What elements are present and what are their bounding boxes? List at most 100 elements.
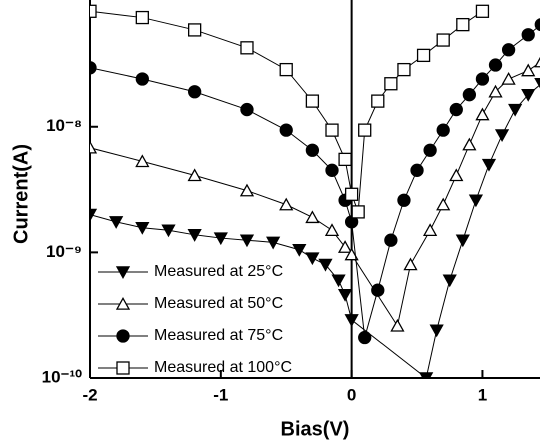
- marker: [188, 23, 202, 37]
- marker: [371, 94, 385, 108]
- series-line: [90, 25, 540, 338]
- marker: [534, 18, 540, 32]
- marker: [239, 183, 255, 197]
- marker: [449, 168, 464, 182]
- marker: [109, 216, 124, 229]
- marker: [455, 234, 470, 248]
- marker: [429, 324, 444, 338]
- series-line: [90, 10, 483, 213]
- marker: [358, 330, 372, 345]
- marker: [534, 77, 540, 89]
- marker: [390, 318, 405, 332]
- marker: [331, 274, 346, 288]
- marker: [436, 33, 450, 47]
- marker: [442, 274, 457, 288]
- y-tick-label: 10⁻⁹: [46, 242, 82, 261]
- marker: [116, 361, 130, 375]
- marker: [188, 85, 202, 99]
- marker: [240, 41, 254, 55]
- marker: [135, 72, 149, 86]
- marker: [161, 224, 176, 238]
- marker: [90, 4, 97, 18]
- marker: [462, 137, 477, 151]
- marker: [115, 296, 131, 310]
- marker: [240, 102, 254, 117]
- marker: [135, 154, 150, 168]
- marker: [475, 107, 490, 121]
- marker: [344, 247, 359, 261]
- x-axis-title: Bias(V): [281, 418, 350, 440]
- marker: [266, 236, 281, 250]
- marker: [305, 252, 320, 266]
- marker: [90, 208, 98, 222]
- marker: [292, 243, 307, 257]
- marker: [521, 63, 536, 77]
- marker: [135, 222, 150, 235]
- marker: [187, 229, 202, 242]
- marker: [90, 61, 97, 75]
- marker: [325, 123, 339, 137]
- marker: [436, 197, 451, 211]
- marker: [337, 288, 353, 302]
- marker: [521, 28, 535, 42]
- marker: [279, 123, 293, 137]
- marker: [456, 17, 470, 32]
- legend-label: Measured at 75°C: [154, 327, 283, 344]
- marker: [397, 193, 411, 207]
- marker: [305, 210, 320, 224]
- marker: [279, 197, 294, 211]
- marker: [324, 223, 340, 237]
- x-tick-label: 1: [478, 385, 487, 404]
- marker: [213, 232, 228, 246]
- marker: [419, 372, 434, 378]
- marker: [239, 234, 255, 248]
- marker: [116, 329, 130, 343]
- marker: [371, 283, 385, 297]
- marker: [501, 71, 516, 85]
- marker: [187, 168, 202, 182]
- marker: [305, 94, 320, 108]
- marker: [90, 140, 98, 154]
- marker: [403, 257, 418, 271]
- marker: [358, 123, 372, 137]
- y-tick-label: 10⁻¹⁰: [42, 367, 83, 386]
- marker: [494, 129, 510, 143]
- marker: [338, 152, 352, 167]
- x-tick-label: -1: [213, 385, 228, 404]
- marker: [488, 84, 503, 98]
- legend-label: Measured at 25°C: [154, 263, 283, 280]
- marker: [508, 103, 523, 117]
- marker: [325, 163, 339, 177]
- marker: [397, 62, 411, 77]
- marker: [521, 88, 536, 102]
- marker: [305, 143, 320, 157]
- marker: [337, 240, 353, 253]
- marker: [481, 158, 497, 172]
- x-tick-label: -2: [82, 385, 97, 404]
- marker: [449, 102, 463, 117]
- marker: [423, 143, 437, 157]
- marker: [344, 314, 359, 327]
- marker: [488, 58, 503, 72]
- marker: [351, 205, 365, 219]
- marker: [410, 163, 424, 177]
- marker: [423, 223, 438, 237]
- marker: [436, 123, 450, 137]
- marker: [534, 56, 540, 68]
- marker: [279, 62, 293, 77]
- y-tick-label: 10⁻⁸: [46, 116, 82, 135]
- legend-label: Measured at 50°C: [154, 295, 283, 312]
- marker: [384, 77, 398, 91]
- legend-label: Measured at 100°C: [154, 359, 292, 376]
- y-axis-title: Current(A): [10, 144, 32, 244]
- marker: [416, 48, 431, 63]
- marker: [462, 88, 477, 102]
- marker: [475, 72, 490, 86]
- marker: [501, 43, 516, 57]
- x-tick-label: 0: [347, 385, 356, 404]
- marker: [318, 258, 333, 272]
- plot-area: [90, 0, 540, 378]
- marker: [135, 10, 149, 25]
- marker: [115, 266, 131, 280]
